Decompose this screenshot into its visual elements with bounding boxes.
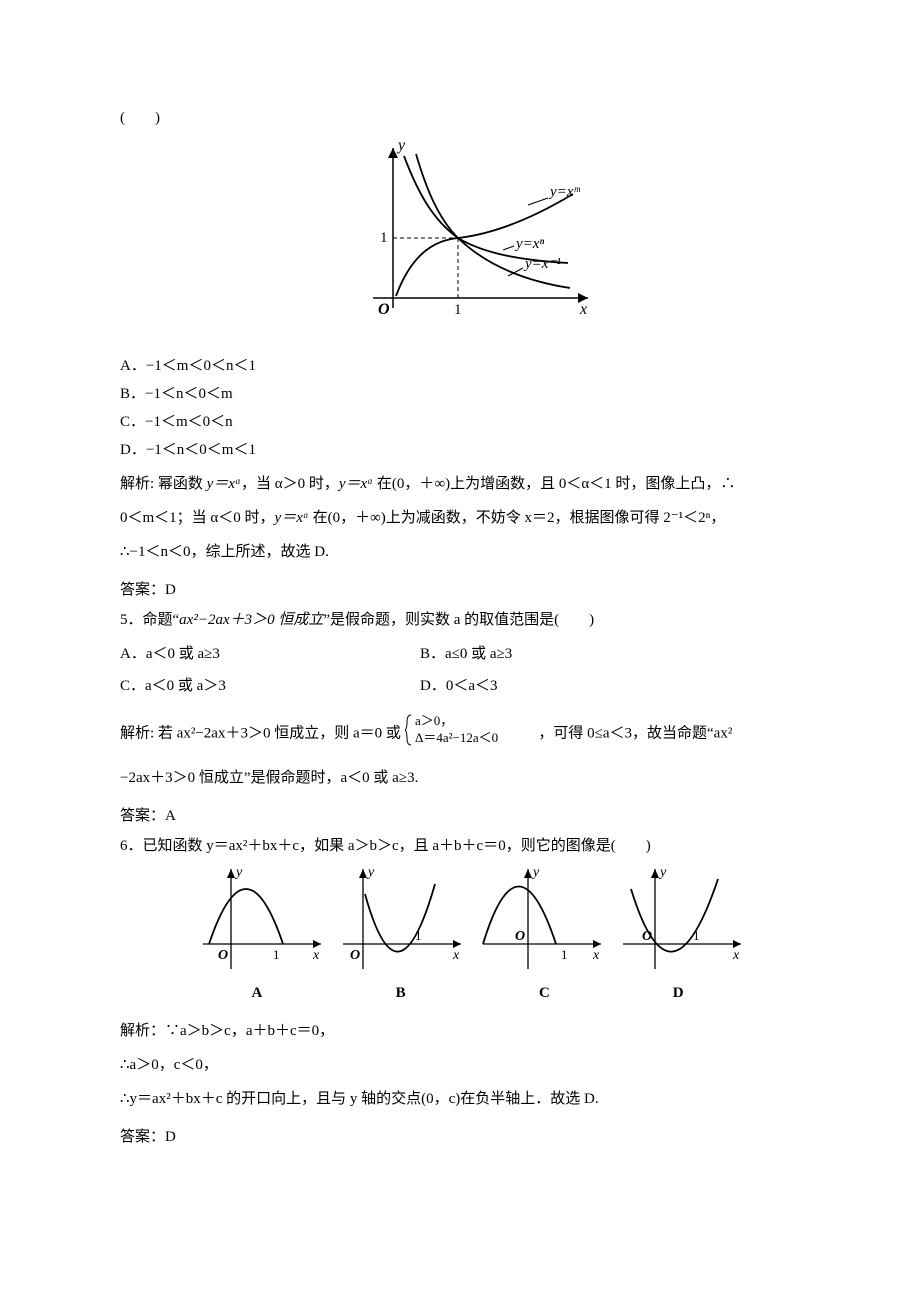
q5-answer: 答案：A	[120, 804, 805, 828]
one-y-label: 1	[380, 230, 388, 246]
q4-answer: 答案：D	[120, 578, 805, 602]
brace-top: a＞0，	[415, 713, 453, 728]
q6c-x: x	[592, 948, 600, 963]
q6-labels-row: A B C D	[120, 981, 805, 1005]
q4-explain-1: 解析: 幂函数 y＝xᵅ，当 α＞0 时，y＝xᵅ 在(0，＋∞)上为增函数，且…	[120, 472, 805, 496]
q5-stem: 5．命题“ax²−2ax＋3＞0 恒成立”是假命题，则实数 a 的取值范围是( …	[120, 608, 805, 632]
origin-label: O	[378, 301, 390, 318]
q5-stem-b: ax²−2ax＋3＞0 恒成立	[179, 612, 323, 628]
q6-explain-2: ∴a＞0，c＜0，	[120, 1053, 805, 1077]
one-x-label: 1	[454, 302, 462, 318]
q6-label-b: B	[331, 981, 471, 1005]
q4-explain-2: 0＜m＜1；当 α＜0 时，y＝xᵅ 在(0，＋∞)上为减函数，不妨令 x＝2，…	[120, 506, 805, 530]
q5-option-c: C．a＜0 或 a＞3	[120, 674, 420, 698]
y-axis-label: y	[396, 138, 406, 154]
q5-option-a: A．a＜0 或 a≥3	[120, 642, 420, 666]
q6c-o: O	[515, 929, 525, 944]
q5-options-row1: A．a＜0 或 a≥3 B．a≤0 或 a≥3	[120, 638, 805, 670]
q4-figure: y x O 1 1 y=xᵐ y=xⁿ y=x⁻¹	[120, 138, 805, 336]
q5-stem-a: 5．命题“	[120, 612, 179, 628]
q4-option-a: A．−1＜m＜0＜n＜1	[120, 354, 805, 378]
q6-label-c: C	[474, 981, 614, 1005]
curve-label-n: y=xⁿ	[514, 236, 544, 252]
q5-brace: a＞0， Δ＝4a²−12a＜0	[405, 712, 535, 756]
q6-stem: 6．已知函数 y＝ax²＋bx＋c，如果 a＞b＞c，且 a＋b＋c＝0，则它的…	[120, 834, 805, 858]
q6-label-a: A	[187, 981, 327, 1005]
q4-exp-1b: y＝xᵅ	[207, 476, 241, 492]
q4-exp-1c: ，当 α＞0 时，	[241, 476, 339, 492]
x-axis-label: x	[579, 301, 587, 318]
curve-label-m: y=xᵐ	[548, 184, 580, 200]
q6a-x: x	[312, 948, 320, 963]
curve-label-inv: y=x⁻¹	[523, 256, 561, 272]
q6d-x: x	[732, 948, 740, 963]
q4-explain-3: ∴−1＜n＜0，综上所述，故选 D.	[120, 540, 805, 564]
q4-option-d: D．−1＜n＜0＜m＜1	[120, 438, 805, 462]
q6-label-d: D	[618, 981, 738, 1005]
q6-explain-3: ∴y＝ax²＋bx＋c 的开口向上，且与 y 轴的交点(0，c)在负半轴上．故选…	[120, 1087, 805, 1111]
q4-option-c: C．−1＜m＜0＜n	[120, 410, 805, 434]
q5-option-d: D．0＜a＜3	[420, 674, 498, 698]
q4-exp-2b: y＝xᵅ	[275, 510, 309, 526]
q4-exp-1a: 解析: 幂函数	[120, 476, 207, 492]
q5-exp-1b: ，可得 0≤a＜3，故当命题“ax²	[538, 725, 732, 741]
q6b-x: x	[452, 948, 460, 963]
q6-figure-row: y x O 1 y x O 1	[120, 864, 805, 979]
brace-bot: Δ＝4a²−12a＜0	[415, 730, 498, 745]
q5-explain-1: 解析: 若 ax²−2ax＋3＞0 恒成立，则 a＝0 或 a＞0， Δ＝4a²…	[120, 712, 805, 756]
q6c-y: y	[531, 865, 540, 880]
q5-options-row2: C．a＜0 或 a＞3 D．0＜a＜3	[120, 670, 805, 702]
q4-exp-1e: 在(0，＋∞)上为增函数，且 0＜α＜1 时，图像上凸，∴	[373, 476, 735, 492]
q4-option-b: B．−1＜n＜0＜m	[120, 382, 805, 406]
q5-option-b: B．a≤0 或 a≥3	[420, 642, 512, 666]
q6b-y: y	[366, 865, 375, 880]
q6b-o: O	[350, 948, 360, 963]
q5-exp-1a: 解析: 若 ax²−2ax＋3＞0 恒成立，则 a＝0 或	[120, 725, 401, 741]
q6c-1: 1	[561, 947, 568, 962]
q6a-o: O	[218, 948, 228, 963]
q6d-y: y	[658, 865, 667, 880]
exam-page: ( ) y x O 1 1 y=xᵐ	[0, 0, 920, 1255]
q4-exp-2c: 在(0，＋∞)上为减函数，不妨令 x＝2，根据图像可得 2⁻¹＜2ⁿ，	[309, 510, 726, 526]
q5-explain-2: −2ax＋3＞0 恒成立”是假命题时，a＜0 或 a≥3.	[120, 766, 805, 790]
q6-explain-1: 解析：∵a＞b＞c，a＋b＋c＝0，	[120, 1019, 805, 1043]
q6a-y: y	[234, 865, 243, 880]
q6a-1: 1	[273, 947, 280, 962]
q6-answer: 答案：D	[120, 1125, 805, 1149]
q4-graph-svg: y x O 1 1 y=xᵐ y=xⁿ y=x⁻¹	[318, 138, 608, 328]
q4-exp-2a: 0＜m＜1；当 α＜0 时，	[120, 510, 275, 526]
q5-stem-c: ”是假命题，则实数 a 的取值范围是( )	[323, 612, 594, 628]
q4-paren: ( )	[120, 106, 805, 130]
q4-exp-1d: y＝xᵅ	[339, 476, 373, 492]
